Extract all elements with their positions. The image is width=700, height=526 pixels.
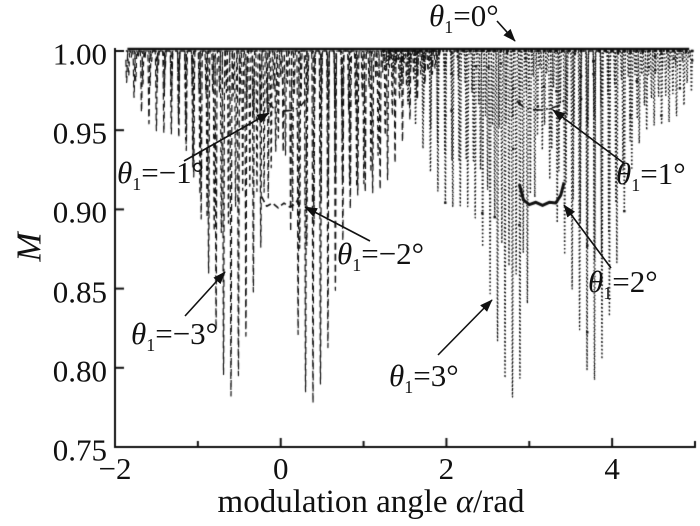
y-tick-label: 0.75 bbox=[52, 432, 107, 468]
annotation-label-theta-3: θ1=3° bbox=[389, 358, 459, 397]
y-axis-title: M bbox=[9, 232, 49, 262]
x-axis-title-text: modulation angle bbox=[217, 484, 456, 520]
x-tick-label: −2 bbox=[98, 451, 132, 486]
x-axis-title-symbol: α bbox=[455, 484, 474, 520]
y-tick-label: 0.80 bbox=[52, 353, 107, 389]
y-tick-label: 0.85 bbox=[52, 274, 107, 310]
annotation-label-theta--3: θ1=−3° bbox=[131, 316, 219, 355]
annotation-label-theta-2: θ1=2° bbox=[588, 264, 658, 303]
x-tick-label: 4 bbox=[604, 451, 620, 486]
y-tick-label: 1.00 bbox=[52, 36, 107, 72]
y-tick-label: 0.95 bbox=[52, 115, 107, 151]
x-axis-title: modulation angle α/rad bbox=[218, 486, 525, 519]
annotation-label-theta-1: θ1=1° bbox=[616, 156, 686, 195]
annotation-label-theta-0: θ1=0° bbox=[429, 0, 499, 37]
x-tick-label: 0 bbox=[272, 451, 289, 486]
annotation-label-theta--1: θ1=−1° bbox=[117, 155, 205, 194]
x-axis-title-unit: /rad bbox=[473, 484, 525, 520]
x-tick-label: 2 bbox=[438, 451, 455, 486]
y-tick-label: 0.90 bbox=[52, 194, 107, 230]
annotation-label-theta--2: θ1=−2° bbox=[337, 236, 425, 275]
